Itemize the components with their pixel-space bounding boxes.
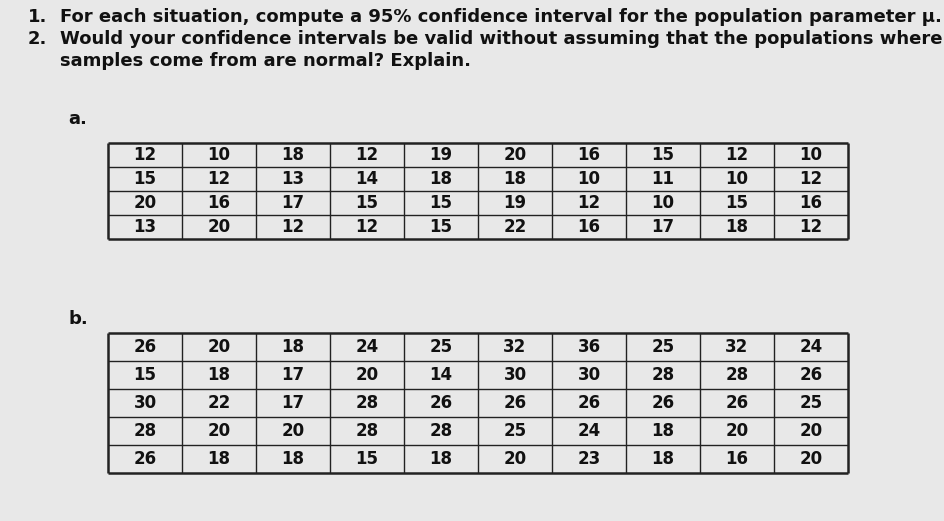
Text: 16: 16	[578, 146, 600, 164]
Text: 30: 30	[133, 394, 157, 412]
Text: 12: 12	[800, 170, 822, 188]
Text: 18: 18	[651, 450, 675, 468]
Text: 26: 26	[800, 366, 822, 384]
Text: 12: 12	[578, 194, 600, 212]
Text: 15: 15	[356, 194, 379, 212]
Text: 17: 17	[281, 366, 305, 384]
Text: a.: a.	[68, 110, 87, 128]
Text: Would your confidence intervals be valid without assuming that the populations w: Would your confidence intervals be valid…	[60, 30, 944, 48]
Text: 16: 16	[800, 194, 822, 212]
Text: 18: 18	[726, 218, 749, 236]
Text: 17: 17	[651, 218, 675, 236]
Text: 12: 12	[800, 218, 822, 236]
Text: 15: 15	[133, 366, 157, 384]
Text: 10: 10	[578, 170, 600, 188]
Text: 30: 30	[578, 366, 600, 384]
Text: 15: 15	[726, 194, 749, 212]
Text: 28: 28	[651, 366, 675, 384]
Text: 12: 12	[208, 170, 230, 188]
Text: b.: b.	[68, 310, 88, 328]
Text: 18: 18	[503, 170, 527, 188]
Text: 1.: 1.	[28, 8, 47, 26]
Text: 18: 18	[281, 450, 305, 468]
Text: 24: 24	[800, 338, 822, 356]
Text: 17: 17	[281, 194, 305, 212]
Text: 24: 24	[578, 422, 600, 440]
Text: 18: 18	[430, 170, 452, 188]
Text: 25: 25	[503, 422, 527, 440]
Text: 10: 10	[651, 194, 675, 212]
Text: 32: 32	[725, 338, 749, 356]
Text: 15: 15	[133, 170, 157, 188]
Text: 18: 18	[651, 422, 675, 440]
Text: 20: 20	[800, 450, 822, 468]
Text: 20: 20	[725, 422, 749, 440]
Text: 20: 20	[800, 422, 822, 440]
Text: 22: 22	[208, 394, 230, 412]
Text: 12: 12	[356, 146, 379, 164]
Text: 16: 16	[208, 194, 230, 212]
Text: 18: 18	[281, 338, 305, 356]
Text: 19: 19	[430, 146, 452, 164]
Text: 12: 12	[725, 146, 749, 164]
Text: 14: 14	[430, 366, 452, 384]
Text: 19: 19	[503, 194, 527, 212]
Text: 16: 16	[726, 450, 749, 468]
Text: 18: 18	[430, 450, 452, 468]
Text: For each situation, compute a 95% confidence interval for the population paramet: For each situation, compute a 95% confid…	[60, 8, 942, 26]
Text: 18: 18	[208, 450, 230, 468]
Text: 10: 10	[800, 146, 822, 164]
Text: 12: 12	[356, 218, 379, 236]
Text: 20: 20	[208, 218, 230, 236]
Text: 26: 26	[503, 394, 527, 412]
Text: 28: 28	[133, 422, 157, 440]
Text: 24: 24	[355, 338, 379, 356]
Text: 12: 12	[133, 146, 157, 164]
Text: 28: 28	[725, 366, 749, 384]
Text: 11: 11	[651, 170, 675, 188]
Text: 14: 14	[356, 170, 379, 188]
Text: 25: 25	[800, 394, 822, 412]
Text: samples come from are normal? Explain.: samples come from are normal? Explain.	[60, 52, 471, 70]
Text: 20: 20	[281, 422, 305, 440]
Text: 26: 26	[133, 450, 157, 468]
Text: 15: 15	[651, 146, 675, 164]
Text: 25: 25	[651, 338, 675, 356]
Text: 26: 26	[578, 394, 600, 412]
Text: 15: 15	[430, 194, 452, 212]
Text: 12: 12	[281, 218, 305, 236]
Text: 18: 18	[208, 366, 230, 384]
Text: 15: 15	[430, 218, 452, 236]
Text: 18: 18	[281, 146, 305, 164]
Text: 20: 20	[356, 366, 379, 384]
Text: 36: 36	[578, 338, 600, 356]
Text: 15: 15	[356, 450, 379, 468]
Text: 26: 26	[651, 394, 675, 412]
Text: 26: 26	[725, 394, 749, 412]
Text: 17: 17	[281, 394, 305, 412]
Text: 13: 13	[281, 170, 305, 188]
Text: 20: 20	[503, 450, 527, 468]
Text: 2.: 2.	[28, 30, 47, 48]
Text: 28: 28	[356, 422, 379, 440]
Text: 26: 26	[430, 394, 452, 412]
Text: 10: 10	[726, 170, 749, 188]
Text: 10: 10	[208, 146, 230, 164]
Text: 28: 28	[356, 394, 379, 412]
Text: 28: 28	[430, 422, 452, 440]
Text: 30: 30	[503, 366, 527, 384]
Text: 20: 20	[208, 338, 230, 356]
Text: 13: 13	[133, 218, 157, 236]
Text: 22: 22	[503, 218, 527, 236]
Text: 20: 20	[133, 194, 157, 212]
Text: 23: 23	[578, 450, 600, 468]
Text: 20: 20	[503, 146, 527, 164]
Text: 26: 26	[133, 338, 157, 356]
Text: 20: 20	[208, 422, 230, 440]
Text: 32: 32	[503, 338, 527, 356]
Text: 25: 25	[430, 338, 452, 356]
Text: 16: 16	[578, 218, 600, 236]
